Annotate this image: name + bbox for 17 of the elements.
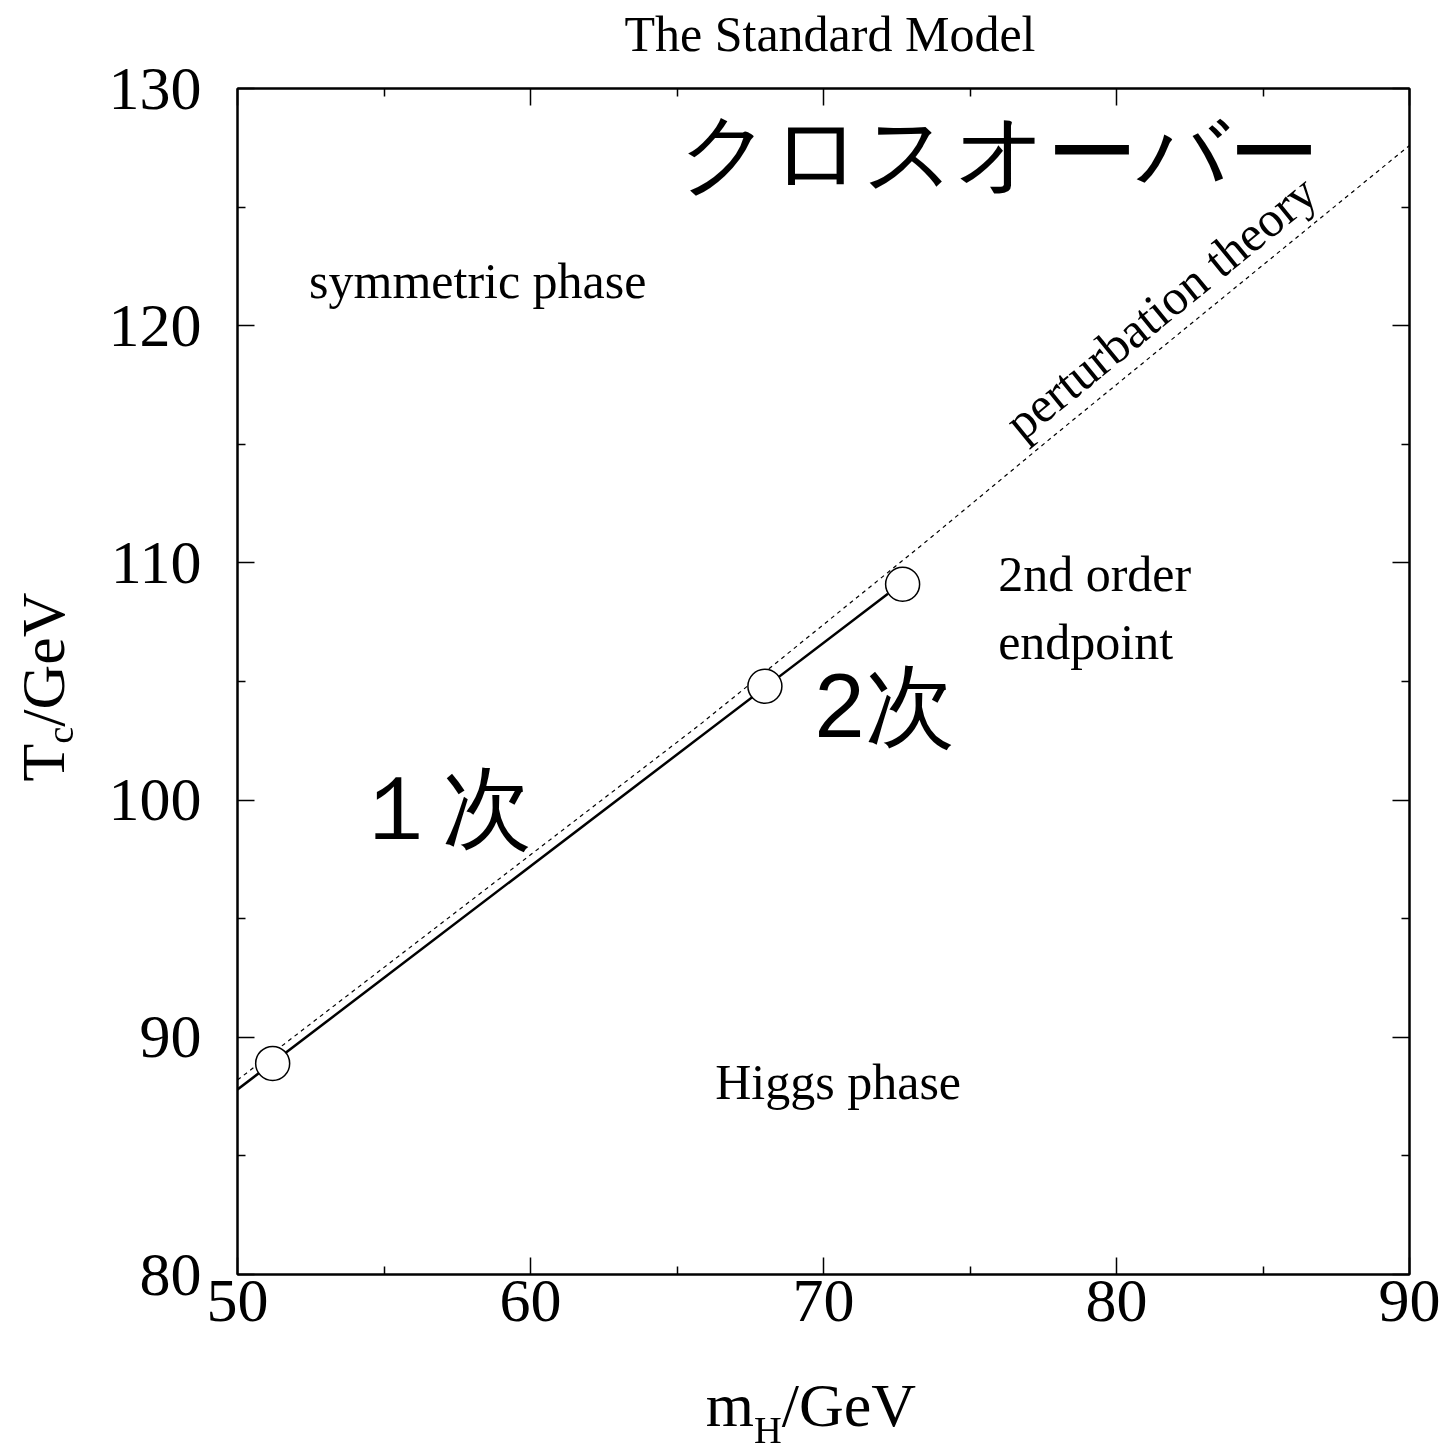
x-tick-label: 50 — [206, 1265, 269, 1334]
y-tick-label: 110 — [110, 527, 202, 596]
annotation: Higgs phase — [715, 1054, 962, 1111]
annotation: 2nd order endpoint — [998, 546, 1192, 670]
x-tick-label: 70 — [792, 1265, 855, 1334]
annotation: symmetric phase — [309, 252, 647, 309]
annotation: １次 — [352, 757, 533, 861]
y-tick-label: 90 — [139, 1002, 202, 1071]
chart-title: The Standard Model — [624, 6, 1036, 62]
y-tick-label: 100 — [108, 765, 202, 834]
y-tick-label: 130 — [108, 53, 202, 122]
x-tick-label: 80 — [1085, 1265, 1148, 1334]
y-tick-label: 120 — [108, 290, 202, 359]
annotation: 2次 — [814, 655, 955, 759]
x-tick-label: 60 — [499, 1265, 562, 1334]
x-axis-title: m$_{H}$/GeV — [705, 1371, 917, 1452]
x-tick-label: 90 — [1378, 1265, 1441, 1334]
